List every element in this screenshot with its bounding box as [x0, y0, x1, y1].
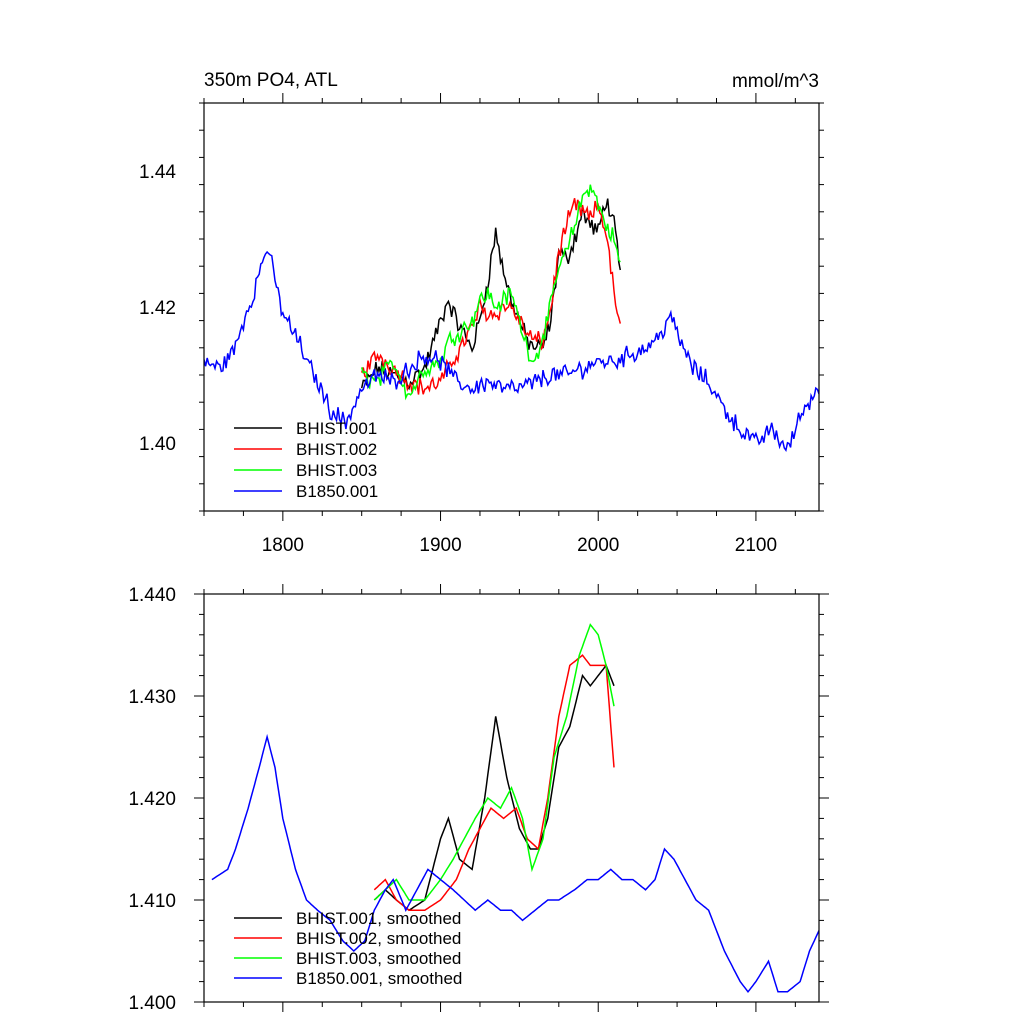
x-tick-label: 1900: [419, 535, 461, 556]
legend-label: BHIST.002, smoothed: [296, 929, 461, 948]
legend-label: BHIST.001, smoothed: [296, 909, 461, 928]
series-line-bhist-002: [360, 198, 622, 395]
series-line-bhist-003: [360, 184, 621, 401]
x-tick-label: 2100: [735, 535, 777, 556]
panel-top-units-label: mmol/m^3: [732, 71, 819, 92]
panel-bottom-ticks: [194, 584, 829, 1012]
panel-top-title: 350m PO4, ATL: [204, 70, 338, 91]
panel-top-series: [204, 184, 819, 453]
series-line-b1850-001-smoothed: [211, 733, 819, 994]
y-tick-label: 1.42: [139, 298, 176, 319]
legend-label: B1850.001: [296, 482, 378, 501]
legend-label: BHIST.002: [296, 440, 377, 459]
panel-bottom-series: [211, 623, 819, 994]
y-tick-label: 1.44: [139, 162, 176, 183]
panel-top-tick-labels: 1800 1900 2000 2100 1.40 1.42 1.44: [139, 162, 777, 556]
panel-top: 1800 1900 2000 2100 1.40 1.42 1.44 350m PO4, A…: [139, 70, 824, 556]
legend-label: BHIST.003: [296, 461, 377, 480]
y-tick-label: 1.420: [128, 789, 176, 810]
series-line-bhist-003-smoothed: [373, 623, 615, 901]
legend-label: BHIST.001: [296, 419, 377, 438]
y-tick-label: 1.40: [139, 434, 176, 455]
y-tick-label: 1.410: [128, 891, 176, 912]
y-tick-label: 1.440: [128, 585, 176, 606]
legend-label: BHIST.003, smoothed: [296, 949, 461, 968]
legend-label: B1850.001, smoothed: [296, 969, 462, 988]
panel-bottom: 1.400 1.410 1.420 1.430 1.440 BHIST.001, smo…: [128, 584, 829, 1014]
panel-top-ticks: [199, 93, 824, 521]
panel-bottom-tick-labels: 1.400 1.410 1.420 1.430 1.440: [128, 585, 176, 1014]
series-line-bhist-001-smoothed: [373, 663, 615, 912]
x-tick-label: 1800: [262, 535, 304, 556]
y-tick-label: 1.430: [128, 687, 176, 708]
panel-top-legend: BHIST.001 BHIST.002 BHIST.003 B1850.001: [234, 419, 378, 501]
series-line-bhist-002-smoothed: [373, 654, 615, 911]
y-tick-label: 1.400: [128, 993, 176, 1014]
series-line-b1850-001: [204, 250, 819, 453]
x-tick-label: 2000: [577, 535, 619, 556]
panel-top-frame: [203, 102, 820, 512]
